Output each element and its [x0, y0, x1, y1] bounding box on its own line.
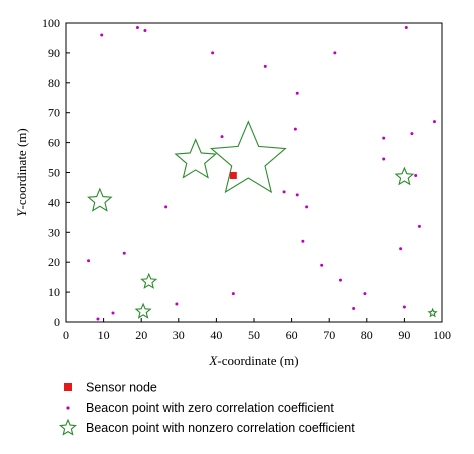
zero-beacon-point: [135, 25, 139, 29]
zero-beacon-point: [301, 239, 305, 243]
x-tick-label: 60: [286, 328, 298, 342]
nonzero-beacon-star: [174, 138, 217, 179]
y-tick-label: 20: [48, 255, 60, 269]
zero-beacon-point: [111, 311, 115, 315]
x-tick-label: 90: [398, 328, 410, 342]
x-tick-label: 50: [248, 328, 260, 342]
y-tick-label: 50: [48, 166, 60, 180]
zero-beacon-point: [293, 127, 297, 131]
zero-beacon-point: [231, 292, 235, 296]
legend-star-shape: [59, 418, 77, 436]
zero-beacon-point: [220, 135, 224, 139]
y-tick-label: 80: [48, 76, 60, 90]
legend-sensor-marker: [64, 383, 72, 391]
nonzero-beacon-star: [427, 307, 438, 318]
zero-beacon-point: [100, 33, 104, 37]
legend-zero-beacon-label: Beacon point with zero correlation coeff…: [86, 401, 334, 415]
zero-beacon-point: [404, 25, 408, 29]
nonzero-beacon-star: [140, 272, 158, 289]
y-axis-title-rest: -coordinate (m): [14, 128, 29, 209]
zero-beacon-point: [382, 136, 386, 140]
nonzero-beacon-star: [134, 302, 152, 319]
legend: Sensor node Beacon point with zero corre…: [59, 381, 355, 436]
y-tick-label: 30: [48, 225, 60, 239]
legend-nonzero-beacon-marker: [59, 418, 77, 436]
zero-beacon-point: [211, 51, 215, 55]
y-axis-title: Y-coordinate (m): [14, 128, 29, 216]
x-tick-label: 20: [135, 328, 147, 342]
x-axis-title: X-coordinate (m): [208, 353, 298, 368]
x-axis-title-italic: X: [208, 353, 218, 368]
legend-nonzero-beacon-label: Beacon point with nonzero correlation co…: [86, 421, 355, 435]
x-tick-label: 30: [173, 328, 185, 342]
zero-beacon-point: [414, 173, 418, 177]
y-tick-label: 60: [48, 136, 60, 150]
x-tick-label: 70: [323, 328, 335, 342]
zero-beacon-point: [305, 205, 309, 209]
zero-beacon-point: [164, 205, 168, 209]
x-tick-label: 80: [361, 328, 373, 342]
y-tick-label: 10: [48, 285, 60, 299]
sensor-node-point: [229, 171, 237, 179]
zero-beacon-point: [402, 305, 406, 309]
y-tick-label: 0: [54, 315, 60, 329]
y-tick-label: 70: [48, 106, 60, 120]
zero-beacon-point: [96, 317, 100, 321]
legend-zero-beacon-marker: [66, 406, 70, 410]
zero-beacon-point: [295, 193, 299, 197]
zero-beacon-point: [175, 302, 179, 306]
zero-beacon-point: [295, 91, 299, 95]
zero-beacon-point: [263, 64, 267, 68]
y-tick-label: 40: [48, 195, 60, 209]
zero-beacon-point: [410, 132, 414, 136]
x-tick-label: 40: [210, 328, 222, 342]
zero-beacon-point: [382, 157, 386, 161]
nonzero-beacon-star: [87, 187, 113, 212]
x-axis-ticks: 0 10 20 30 40 50 60 70 80 90 100: [63, 318, 451, 342]
y-axis-title-italic: Y: [14, 208, 29, 217]
y-axis-ticks: 0 10 20 30 40 50 60 70 80 90 100: [42, 16, 70, 329]
zero-beacon-point: [352, 307, 356, 311]
zero-beacon-point: [320, 263, 324, 267]
zero-beacon-point: [399, 247, 403, 251]
legend-sensor-label: Sensor node: [86, 381, 157, 395]
plot-marks: [87, 25, 438, 321]
nonzero-beacon-star: [210, 120, 287, 194]
zero-beacon-point: [417, 224, 421, 228]
zero-beacon-point: [143, 28, 147, 32]
zero-beacon-point: [282, 190, 286, 194]
y-tick-label: 90: [48, 46, 60, 60]
x-tick-label: 0: [63, 328, 69, 342]
x-tick-label: 100: [433, 328, 451, 342]
zero-beacon-point: [87, 259, 91, 263]
nonzero-beacon-star: [394, 166, 415, 186]
plot-frame: [65, 22, 443, 323]
x-axis-title-rest: -coordinate (m): [217, 353, 298, 368]
x-tick-label: 10: [98, 328, 110, 342]
zero-beacon-point: [338, 278, 342, 282]
y-tick-label: 100: [42, 16, 60, 30]
zero-beacon-point: [122, 251, 126, 255]
zero-beacon-point: [432, 120, 436, 124]
zero-beacon-point: [333, 51, 337, 55]
zero-beacon-point: [363, 292, 367, 296]
